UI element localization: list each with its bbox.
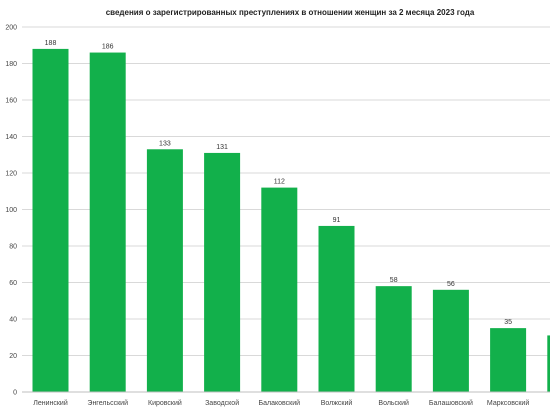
bar-7	[375, 286, 412, 392]
y-tick-label: 100	[5, 207, 17, 214]
y-tick-label: 80	[9, 244, 17, 251]
y-tick-label: 140	[5, 134, 17, 141]
x-category-label: Вольский	[378, 399, 409, 407]
x-axis-category-labels: Ленинский Энгельсский Кировский Заводской Ба…	[33, 399, 529, 407]
data-label: 35	[504, 319, 512, 326]
bar-1	[32, 48, 69, 393]
x-category-label: Энгельсский	[87, 399, 128, 407]
data-label: 131	[216, 144, 228, 151]
bar-3	[146, 149, 183, 392]
x-category-label: Балашовский	[429, 399, 473, 407]
y-tick-label: 160	[5, 98, 17, 105]
data-label: 186	[102, 44, 114, 51]
y-tick-label: 200	[5, 25, 17, 32]
bar-5	[261, 187, 298, 392]
x-category-label: Марксовский	[487, 399, 529, 407]
bar-8	[432, 289, 469, 392]
y-tick-label: 120	[5, 171, 17, 178]
bar-4	[204, 152, 241, 392]
data-label: 188	[45, 40, 57, 47]
data-label: 112	[274, 179, 285, 186]
y-tick-label: 60	[9, 280, 17, 287]
x-category-label: Заводской	[205, 399, 239, 407]
x-category-label: Ленинский	[33, 399, 68, 407]
data-label: 56	[447, 281, 455, 288]
bar-2	[89, 52, 126, 393]
data-label: 133	[159, 140, 171, 147]
x-category-label: Балаковский	[259, 399, 301, 407]
data-label: 91	[333, 217, 341, 224]
y-tick-label: 180	[5, 61, 17, 68]
y-axis-tick-labels: 0 20 40 60 80 100 120 140 160 180 200	[5, 25, 17, 397]
y-tick-label: 20	[9, 353, 17, 360]
x-category-label: Волжский	[321, 399, 353, 407]
bar-10	[547, 335, 550, 392]
bar-9	[490, 328, 527, 392]
chart-title: сведения о зарегистрированных преступлен…	[106, 8, 475, 17]
bars	[32, 48, 550, 393]
data-label: 58	[390, 277, 398, 284]
y-tick-label: 40	[9, 317, 17, 324]
data-labels: 188 186 133 131 112 91 58 56 35	[45, 40, 512, 326]
bar-6	[318, 225, 355, 392]
x-category-label: Кировский	[148, 399, 182, 407]
y-tick-label: 0	[13, 390, 17, 397]
